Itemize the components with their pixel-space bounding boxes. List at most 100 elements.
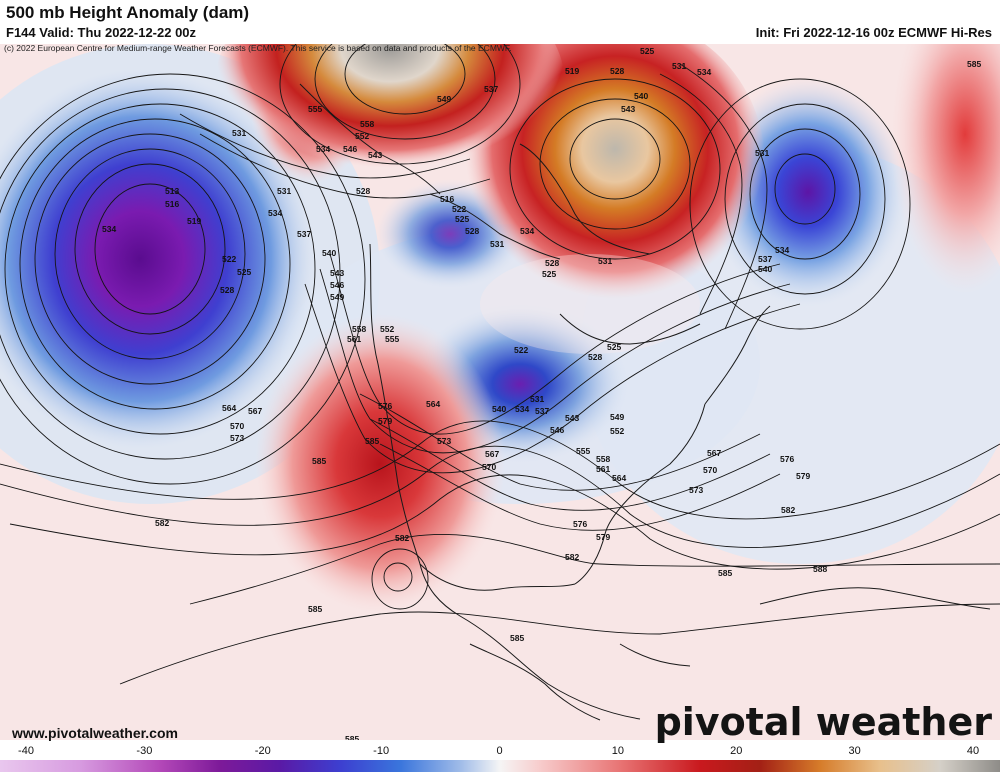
- contour-label: 546: [330, 280, 344, 290]
- contour-label: 549: [437, 94, 451, 104]
- colorbar: -40 -30 -20 -10 0 10 20 30 40: [0, 740, 1000, 772]
- contour-label: 561: [596, 464, 610, 474]
- colorbar-canvas: -40 -30 -20 -10 0 10 20 30 40: [0, 745, 1000, 772]
- contour-label: 540: [322, 248, 336, 258]
- contour-label: 570: [482, 462, 496, 472]
- contour-label: 555: [576, 446, 590, 456]
- contour-label: 528: [465, 226, 479, 236]
- contour-label: 534: [520, 226, 534, 236]
- contour-label: 543: [368, 150, 382, 160]
- contour-label: 582: [565, 552, 579, 562]
- height-anomaly-map: 531 513 516 519 534 522 525 528 564 567 …: [0, 44, 1000, 740]
- contour-label: 582: [395, 533, 409, 543]
- contour-label: 528: [220, 285, 234, 295]
- colorbar-tick-label: 40: [967, 745, 979, 757]
- contour-label: 531: [490, 239, 504, 249]
- contour-label: 534: [268, 208, 282, 218]
- contour-label: 564: [612, 473, 626, 483]
- contour-label: 522: [452, 204, 466, 214]
- contour-label: 573: [437, 436, 451, 446]
- contour-label: 534: [775, 245, 789, 255]
- contour-label: 540: [492, 404, 506, 414]
- height-contours: [0, 44, 1000, 685]
- contour-label: 585: [718, 568, 732, 578]
- contour-label: 516: [165, 199, 179, 209]
- contour-label: 537: [535, 406, 549, 416]
- header-bar: 500 mb Height Anomaly (dam) F144 Valid: …: [0, 0, 1000, 44]
- contour-label: 534: [697, 67, 711, 77]
- contour-label: 585: [312, 456, 326, 466]
- colorbar-tick-label: 0: [496, 745, 502, 757]
- contour-label: 516: [440, 194, 454, 204]
- contour-label: 525: [640, 46, 654, 56]
- colorbar-tick-label: -30: [136, 745, 152, 757]
- contour-label: 561: [347, 334, 361, 344]
- contour-label: 525: [455, 214, 469, 224]
- colorbar-tick-label: 10: [612, 745, 624, 757]
- contour-label: 576: [780, 454, 794, 464]
- contour-label: 543: [330, 268, 344, 278]
- contour-label: 579: [378, 416, 392, 426]
- contour-label: 558: [360, 119, 374, 129]
- contour-label: 549: [330, 292, 344, 302]
- contour-label: 585: [345, 734, 359, 740]
- contour-label: 567: [707, 448, 721, 458]
- colorbar-tick-label: -20: [255, 745, 271, 757]
- contour-label: 543: [565, 413, 579, 423]
- contour-label: 528: [356, 186, 370, 196]
- contour-label: 564: [426, 399, 440, 409]
- map-canvas: 531 513 516 519 534 522 525 528 564 567 …: [0, 44, 1000, 740]
- contour-label: 570: [230, 421, 244, 431]
- contour-label: 540: [758, 264, 772, 274]
- contour-label: 525: [237, 267, 251, 277]
- contour-label: 555: [385, 334, 399, 344]
- map-title: 500 mb Height Anomaly (dam): [6, 3, 250, 22]
- contour-label: 528: [588, 352, 602, 362]
- contour-label: 567: [485, 449, 499, 459]
- valid-time: F144 Valid: Thu 2022-12-22 00z: [6, 25, 197, 40]
- contour-label: 582: [781, 505, 795, 515]
- colorbar-tick-label: 20: [730, 745, 742, 757]
- contour-label: 573: [230, 433, 244, 443]
- contour-label: 585: [967, 59, 981, 69]
- contour-label: 543: [621, 104, 635, 114]
- contour-label: 537: [297, 229, 311, 239]
- contour-label: 540: [634, 91, 648, 101]
- contour-label: 531: [530, 394, 544, 404]
- contour-label: 552: [380, 324, 394, 334]
- contour-label: 570: [703, 465, 717, 475]
- contour-label: 564: [222, 403, 236, 413]
- contour-label: 522: [222, 254, 236, 264]
- contour-label: 552: [610, 426, 624, 436]
- contour-label: 585: [510, 633, 524, 643]
- contour-label: 585: [308, 604, 322, 614]
- contour-label: 528: [545, 258, 559, 268]
- contour-label: 546: [550, 425, 564, 435]
- contour-label: 552: [355, 131, 369, 141]
- contour-label: 579: [596, 532, 610, 542]
- contour-label: 567: [248, 406, 262, 416]
- contour-label: 573: [689, 485, 703, 495]
- contour-label: 522: [514, 345, 528, 355]
- contour-label: 558: [596, 454, 610, 464]
- contour-label: 531: [672, 61, 686, 71]
- ecmwf-credit: (c) 2022 European Centre for Medium-rang…: [4, 43, 512, 53]
- contour-label: 576: [573, 519, 587, 529]
- contour-label: 555: [308, 104, 322, 114]
- contour-label: 525: [542, 269, 556, 279]
- contour-label: 537: [484, 84, 498, 94]
- contour-label: 531: [598, 256, 612, 266]
- contour-label: 558: [352, 324, 366, 334]
- contour-label: 576: [378, 401, 392, 411]
- colorbar-gradient: [0, 760, 1000, 772]
- contour-label: 519: [565, 66, 579, 76]
- contour-label: 513: [165, 186, 179, 196]
- colorbar-tick-label: -40: [18, 745, 34, 757]
- contour-label: 519: [187, 216, 201, 226]
- contour-label: 531: [755, 148, 769, 158]
- contour-label: 531: [232, 128, 246, 138]
- contour-label: 549: [610, 412, 624, 422]
- contour-label: 579: [796, 471, 810, 481]
- contour-label: 525: [607, 342, 621, 352]
- website-label: www.pivotalweather.com: [12, 725, 178, 741]
